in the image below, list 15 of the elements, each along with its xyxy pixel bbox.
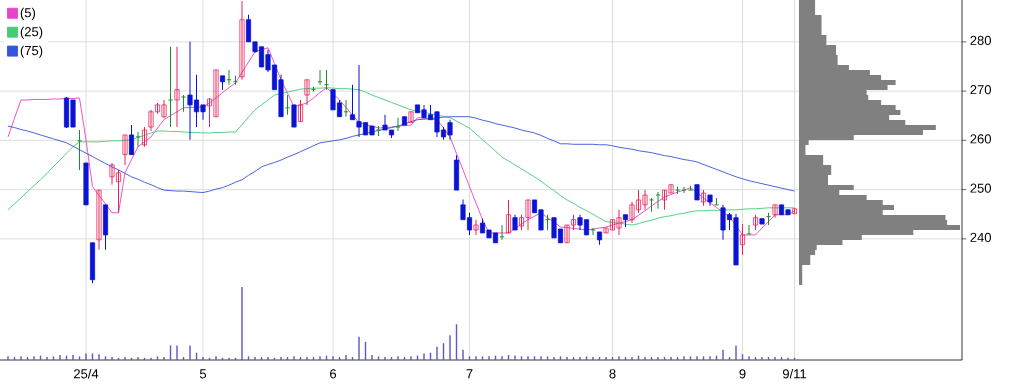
x-tick-label: 25/4 bbox=[74, 368, 99, 379]
x-tick-label: 8 bbox=[609, 369, 616, 379]
y-tick-label: 280 bbox=[970, 35, 991, 45]
x-tick-label: 7 bbox=[466, 369, 473, 379]
x-tick-label: 9/11 bbox=[782, 368, 807, 379]
y-tick-label: 250 bbox=[970, 183, 991, 193]
x-tick-label: 9 bbox=[739, 369, 746, 379]
y-tick-label: 270 bbox=[970, 85, 991, 95]
x-tick-label: 6 bbox=[330, 369, 337, 379]
x-tick-label: 5 bbox=[199, 369, 207, 379]
legend-label: (25) bbox=[20, 26, 43, 39]
legend-label: (75) bbox=[20, 45, 43, 58]
y-tick-label: 240 bbox=[970, 232, 991, 242]
y-tick-label: 260 bbox=[970, 134, 991, 144]
legend-label: (5) bbox=[20, 7, 36, 20]
